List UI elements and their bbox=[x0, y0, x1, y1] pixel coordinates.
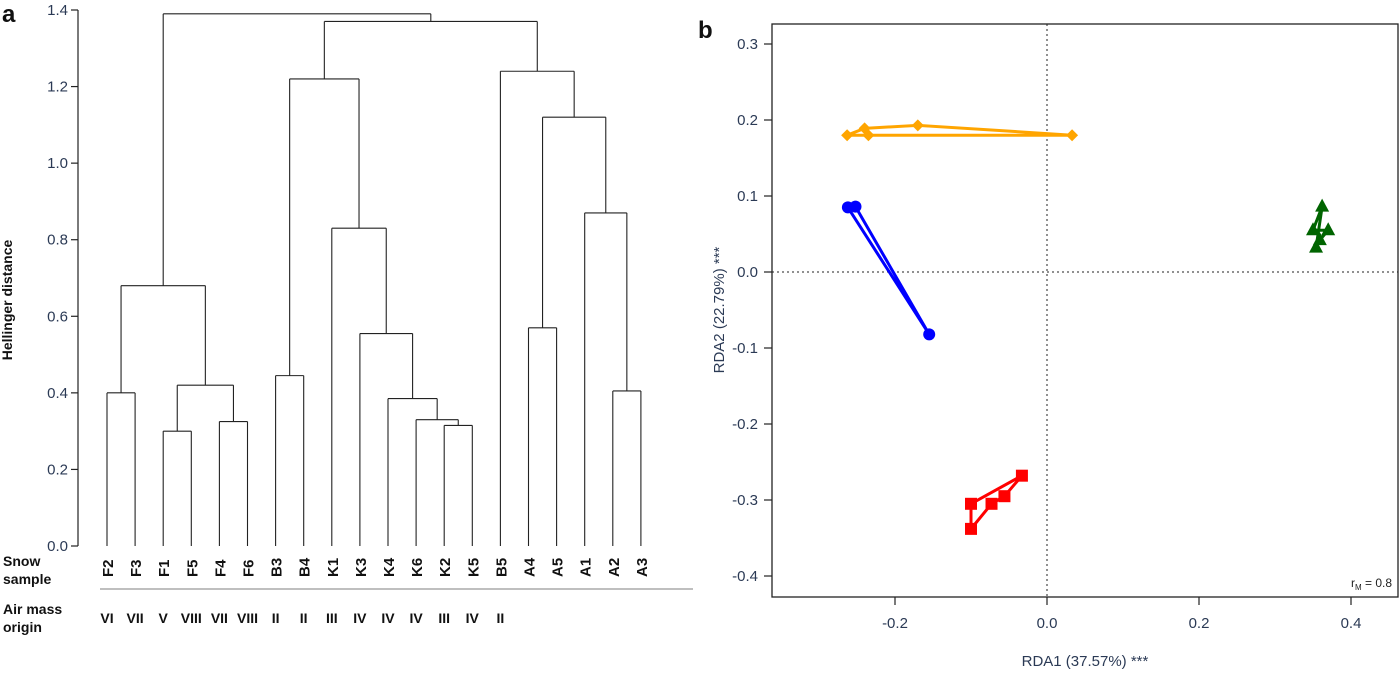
point-square bbox=[985, 497, 998, 510]
leaf-label: A3 bbox=[634, 558, 651, 577]
y-tick-label: -0.4 bbox=[732, 568, 758, 585]
snow-sample-label-1: Snow bbox=[3, 553, 40, 569]
point-circle bbox=[849, 200, 862, 213]
leaf-label: F5 bbox=[184, 559, 201, 577]
point-triangle bbox=[1321, 222, 1336, 236]
air-mass-value: IV bbox=[409, 610, 423, 626]
group-hull-diamond bbox=[845, 123, 1074, 137]
air-mass-value: VII bbox=[211, 610, 228, 626]
y-tick-label: 0.4 bbox=[47, 385, 68, 402]
point-diamond bbox=[841, 129, 854, 142]
y-tick-label: 0.0 bbox=[47, 538, 68, 555]
point-diamond bbox=[911, 119, 924, 132]
y-tick-label: 0.0 bbox=[737, 264, 758, 281]
point-square bbox=[1015, 469, 1028, 482]
leaf-label: K6 bbox=[409, 558, 426, 577]
panel-label-a: a bbox=[2, 1, 16, 28]
air-mass-value: IV bbox=[353, 610, 367, 626]
point-diamond bbox=[862, 129, 875, 142]
dendrogram-panel: a Hellinger distance Snow sample Air mas… bbox=[0, 1, 693, 635]
air-mass-value: VI bbox=[100, 610, 113, 626]
air-mass-label-2: origin bbox=[3, 619, 42, 635]
plot-box bbox=[771, 23, 1399, 598]
point-square bbox=[998, 490, 1011, 503]
rda-panel: b RDA1 (37.57%) *** RDA2 (22.79%) *** rM… bbox=[698, 17, 1399, 670]
leaf-label: A1 bbox=[578, 558, 595, 577]
air-mass-value: III bbox=[438, 610, 450, 626]
leaf-label: B4 bbox=[297, 557, 314, 577]
panel-label-b: b bbox=[698, 17, 713, 44]
y-tick-label: -0.2 bbox=[732, 416, 758, 433]
leaf-label: A5 bbox=[550, 558, 567, 577]
leaf-label: K2 bbox=[437, 558, 454, 577]
point-square bbox=[965, 522, 977, 535]
mantel-annotation: rM = 0.8 bbox=[1351, 576, 1392, 592]
point-triangle bbox=[1315, 198, 1330, 212]
point-diamond bbox=[1066, 129, 1079, 142]
x-tick-label: 0.2 bbox=[1189, 615, 1210, 632]
y-tick-label: -0.3 bbox=[732, 492, 758, 509]
y-tick-label: 0.8 bbox=[47, 232, 68, 249]
air-mass-value: VIII bbox=[237, 610, 258, 626]
y-tick-label: 1.2 bbox=[47, 79, 68, 96]
air-mass-value: II bbox=[300, 610, 308, 626]
air-mass-value: IV bbox=[466, 610, 480, 626]
y-tick-label: 1.4 bbox=[47, 2, 68, 19]
air-mass-value: III bbox=[326, 610, 338, 626]
point-circle bbox=[923, 328, 936, 341]
point-triangle bbox=[1306, 222, 1320, 236]
air-mass-value: II bbox=[272, 610, 280, 626]
point-square bbox=[965, 497, 977, 510]
leaf-label: F4 bbox=[212, 559, 229, 577]
leaf-label: A2 bbox=[606, 558, 623, 577]
air-mass-value: II bbox=[497, 610, 505, 626]
x-tick-label: 0.0 bbox=[1037, 615, 1058, 632]
leaf-label: K4 bbox=[381, 557, 398, 577]
y-axis-label: Hellinger distance bbox=[0, 239, 15, 360]
y-tick-label: 1.0 bbox=[47, 155, 68, 172]
leaf-label: A4 bbox=[522, 557, 539, 577]
leaf-label: K3 bbox=[353, 558, 370, 577]
y-tick-label: 0.3 bbox=[737, 36, 758, 53]
leaf-label: K5 bbox=[465, 558, 482, 577]
air-mass-value: IV bbox=[381, 610, 395, 626]
y-axis-label-rda2: RDA2 (22.79%) *** bbox=[711, 246, 728, 373]
leaf-label: B3 bbox=[269, 558, 286, 577]
air-mass-value: VII bbox=[127, 610, 144, 626]
y-tick-label: 0.1 bbox=[737, 188, 758, 205]
air-mass-value: VIII bbox=[181, 610, 202, 626]
leaf-label: F1 bbox=[156, 559, 173, 577]
leaf-label: B5 bbox=[493, 558, 510, 577]
leaf-label: F6 bbox=[241, 559, 258, 577]
point-triangle bbox=[1309, 239, 1324, 253]
x-axis-label: RDA1 (37.57%) *** bbox=[1022, 653, 1149, 670]
snow-sample-label-2: sample bbox=[3, 571, 51, 587]
y-tick-label: 0.2 bbox=[737, 112, 758, 129]
y-tick-label: 0.2 bbox=[47, 461, 68, 478]
leaf-label: K1 bbox=[325, 558, 342, 577]
group-hull-circle bbox=[846, 205, 931, 336]
x-tick-label: -0.2 bbox=[882, 615, 908, 632]
air-mass-label-1: Air mass bbox=[3, 601, 62, 617]
y-tick-label: -0.1 bbox=[732, 340, 758, 357]
y-tick-label: 0.6 bbox=[47, 308, 68, 325]
x-tick-label: 0.4 bbox=[1341, 615, 1362, 632]
air-mass-value: V bbox=[159, 610, 169, 626]
leaf-label: F2 bbox=[100, 559, 117, 577]
leaf-label: F3 bbox=[128, 559, 145, 577]
